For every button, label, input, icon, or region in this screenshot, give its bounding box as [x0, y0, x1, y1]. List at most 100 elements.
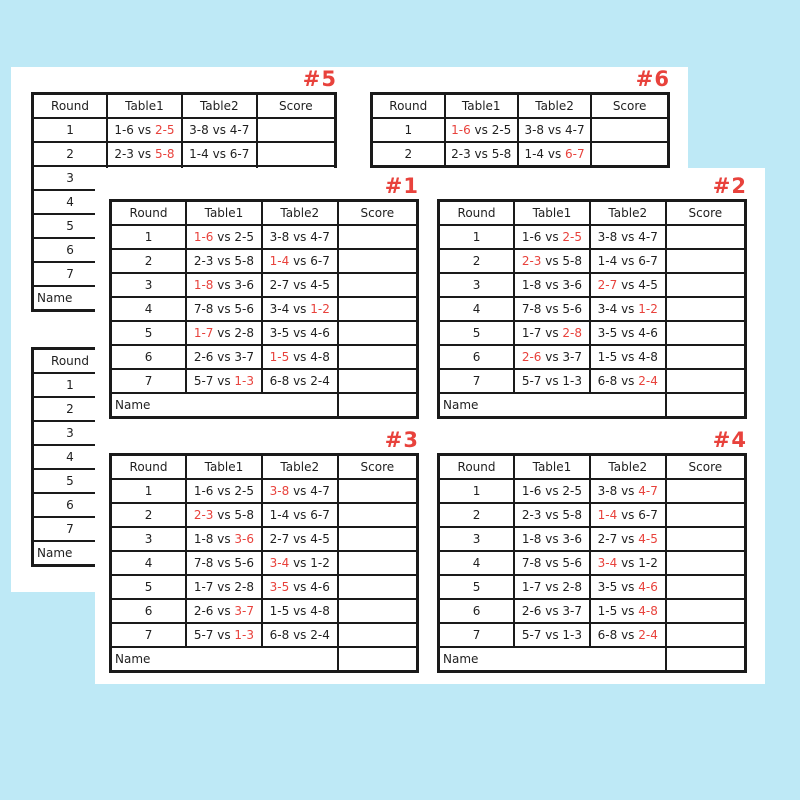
schedule-row: 1 1-6 vs 2-5 3-8 vs 4-7 — [109, 478, 419, 504]
round-cell: 2 — [31, 141, 109, 167]
vs-label: vs — [213, 326, 235, 340]
vs-label: vs — [213, 350, 235, 364]
pair-right: 5-8 — [234, 254, 255, 268]
col-header-round: Round — [31, 92, 109, 119]
pair-left: 1-6 — [114, 123, 134, 137]
pair-left: 2-7 — [269, 278, 290, 292]
vs-label: vs — [213, 230, 235, 244]
table1-match-cell: 2-3 vs 5-8 — [185, 248, 263, 274]
col-header-table2: Table2 — [260, 199, 339, 226]
table2-match-cell: 3-5 vs 4-6 — [588, 574, 667, 600]
pair-right: 3-7 — [562, 604, 583, 618]
pair-right: 6-7 — [310, 254, 330, 268]
pair-left: 3-5 — [597, 580, 618, 594]
pair-right: 1-3 — [562, 628, 583, 642]
col-header-round: Round — [109, 453, 188, 480]
schedule-row: 3 1-8 vs 3-6 2-7 vs 4-5 — [437, 272, 747, 298]
pair-left: 2-3 — [451, 147, 471, 161]
sheet-number: #3 — [384, 428, 419, 452]
table2-match-cell: 3-4 vs 1-2 — [588, 296, 667, 322]
table2-match-cell: 6-8 vs 2-4 — [588, 622, 667, 648]
pair-right: 5-8 — [234, 508, 255, 522]
pair-left: 2-7 — [597, 278, 618, 292]
vs-label: vs — [617, 556, 639, 570]
round-cell: 4 — [31, 444, 109, 470]
pair-left: 1-4 — [597, 254, 618, 268]
vs-label: vs — [541, 628, 563, 642]
table2-match-cell: 1-4 vs 6-7 — [516, 141, 593, 168]
schedule-row: 5 1-7 vs 2-8 3-5 vs 4-6 — [437, 320, 747, 346]
pair-right: 2-4 — [310, 628, 330, 642]
table1-match-cell: 2-3 vs 5-8 — [106, 141, 183, 167]
name-row: Name — [109, 646, 419, 673]
vs-label: vs — [133, 123, 155, 137]
pair-right: 6-7 — [565, 147, 585, 161]
pair-left: 1-4 — [189, 147, 209, 161]
pair-left: 1-8 — [521, 532, 542, 546]
vs-label: vs — [617, 350, 639, 364]
table1-match-cell: 5-7 vs 1-3 — [513, 368, 591, 394]
pair-left: 7-8 — [521, 302, 542, 316]
score-cell — [336, 248, 419, 274]
vs-label: vs — [541, 350, 563, 364]
col-header-table1: Table1 — [185, 453, 263, 480]
sheet-number: #4 — [712, 428, 747, 452]
score-cell — [664, 526, 747, 552]
pair-right: 1-2 — [638, 556, 658, 570]
vs-label: vs — [289, 278, 311, 292]
table1-match-cell: 2-6 vs 3-7 — [185, 598, 263, 624]
vs-label: vs — [541, 508, 563, 522]
table2-match-cell: 3-8 vs 4-7 — [180, 117, 258, 143]
pair-right: 2-5 — [234, 230, 255, 244]
score-cell — [590, 141, 670, 168]
score-cell — [664, 550, 747, 576]
schedule-row: 2 2-3 vs 5-8 1-4 vs 6-7 — [437, 502, 747, 528]
pair-left: 2-6 — [521, 604, 542, 618]
col-header-table2: Table2 — [588, 199, 667, 226]
vs-label: vs — [289, 604, 311, 618]
table1-match-cell: 7-8 vs 5-6 — [513, 550, 591, 576]
schedule-row: 6 2-6 vs 3-7 1-5 vs 4-8 — [109, 598, 419, 624]
col-header-table2: Table2 — [260, 453, 339, 480]
pair-left: 6-8 — [597, 374, 618, 388]
sheet-number: #1 — [384, 174, 419, 198]
pair-left: 3-8 — [269, 230, 290, 244]
vs-label: vs — [213, 278, 235, 292]
pair-left: 1-6 — [521, 484, 542, 498]
pair-right: 1-3 — [234, 374, 255, 388]
col-header-round: Round — [109, 199, 188, 226]
schedule-row: 3 1-8 vs 3-6 2-7 vs 4-5 — [109, 272, 419, 298]
table2-match-cell: 1-4 vs 6-7 — [588, 248, 667, 274]
schedule-row: 4 7-8 vs 5-6 3-4 vs 1-2 — [437, 296, 747, 322]
schedule-row: 7 5-7 vs 1-3 6-8 vs 2-4 — [437, 622, 747, 648]
schedule-row: 3 1-8 vs 3-6 2-7 vs 4-5 — [437, 526, 747, 552]
pair-right: 4-6 — [638, 326, 658, 340]
sheet-number: #6 — [635, 67, 670, 91]
table1-match-cell: 1-8 vs 3-6 — [513, 526, 591, 552]
vs-label: vs — [213, 484, 235, 498]
vs-label: vs — [289, 532, 311, 546]
name-score-cell — [336, 392, 419, 419]
vs-label: vs — [617, 278, 639, 292]
schedule-row: 5 1-7 vs 2-8 3-5 vs 4-6 — [109, 574, 419, 600]
name-row: Name — [437, 646, 747, 673]
round-cell: 4 — [437, 296, 516, 322]
table2-match-cell: 1-4 vs 6-7 — [588, 502, 667, 528]
vs-label: vs — [544, 147, 566, 161]
table1-match-cell: 1-8 vs 3-6 — [185, 272, 263, 298]
score-cell — [336, 526, 419, 552]
table2-match-cell: 1-5 vs 4-8 — [260, 344, 339, 370]
vs-label: vs — [213, 302, 235, 316]
pair-right: 4-5 — [310, 278, 330, 292]
pair-left: 6-8 — [597, 628, 618, 642]
pair-right: 2-5 — [562, 484, 583, 498]
header-row: Round Table1 Table2 Score — [109, 453, 419, 480]
pair-right: 4-8 — [638, 604, 658, 618]
sheet-3: #3 Round Table1 Table2 Score 1 1-6 vs 2-5 3-8 v… — [109, 428, 419, 673]
vs-label: vs — [617, 230, 639, 244]
round-cell: 3 — [437, 526, 516, 552]
pair-right: 4-8 — [638, 350, 658, 364]
vs-label: vs — [541, 278, 563, 292]
table1-match-cell: 1-7 vs 2-8 — [185, 574, 263, 600]
col-header-score: Score — [664, 199, 747, 226]
